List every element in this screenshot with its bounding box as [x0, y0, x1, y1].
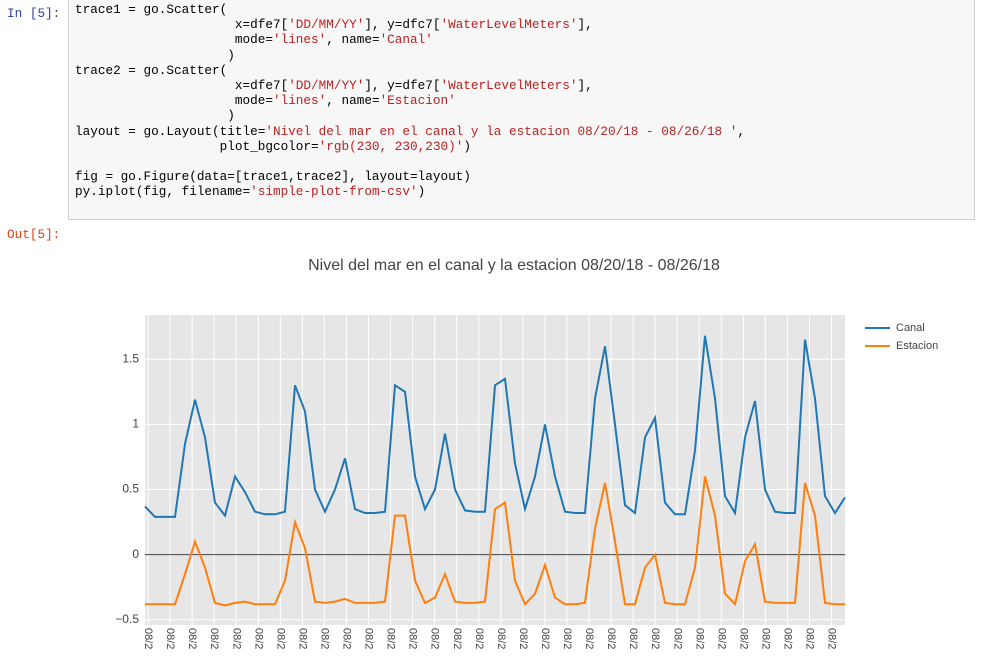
code-line: x=dfe7['DD/MM/YY'], y=dfe7['WaterLevelMe…: [75, 77, 593, 93]
x-tick-label: 08/2: [605, 628, 617, 649]
code-line: plot_bgcolor='rgb(230, 230,230)'): [75, 138, 471, 154]
x-tick-label: 08/2: [627, 628, 639, 649]
code-line: trace1 = go.Scatter(: [75, 2, 228, 17]
code-line: x=dfe7['DD/MM/YY'], y=dfc7['WaterLevelMe…: [75, 17, 593, 33]
code-line: fig = go.Figure(data=[trace1,trace2], la…: [75, 169, 471, 185]
legend-label: Estacion: [896, 340, 938, 352]
x-tick-label: 08/2: [804, 628, 816, 649]
x-tick-label: 08/2: [649, 628, 661, 649]
x-tick-label: 08/2: [759, 628, 771, 649]
code-line: ): [75, 47, 235, 63]
x-tick-label: 08/2: [252, 628, 264, 649]
x-tick-label: 08/2: [583, 628, 595, 649]
series-line: [145, 476, 845, 607]
x-tick-label: 08/2: [318, 628, 330, 649]
y-tick-label: 1.5: [122, 351, 139, 365]
plot-area: [145, 315, 845, 625]
out-prompt: Out[5]:: [7, 227, 61, 242]
code-line: layout = go.Layout(title='Nivel del mar …: [75, 123, 746, 139]
x-tick-label: 08/2: [826, 628, 838, 649]
x-tick-label: 08/2: [693, 628, 705, 649]
code-cell[interactable]: trace1 = go.Scatter( x=dfe7['DD/MM/YY'],…: [68, 0, 975, 220]
x-tick-label: 08/2: [296, 628, 308, 649]
x-tick-label: 08/2: [671, 628, 683, 649]
x-tick-label: 08/2: [782, 628, 794, 649]
y-tick-label: 0.5: [122, 482, 139, 496]
code-line: mode='lines', name='Canal': [75, 32, 433, 48]
legend-label: Canal: [896, 322, 925, 334]
code-line: ): [75, 108, 235, 124]
x-tick-label: 08/2: [230, 628, 242, 649]
x-tick-label: 08/2: [495, 628, 507, 649]
x-tick-label: 08/2: [208, 628, 220, 649]
x-tick-label: 08/2: [517, 628, 529, 649]
x-tick-label: 08/2: [451, 628, 463, 649]
x-tick-label: 08/2: [715, 628, 727, 649]
chart-title: Nivel del mar en el canal y la estacion …: [308, 257, 720, 274]
x-tick-label: 08/2: [385, 628, 397, 649]
x-tick-label: 08/2: [142, 628, 154, 649]
x-tick-label: 08/2: [737, 628, 749, 649]
in-prompt: In [5]:: [7, 6, 61, 21]
x-tick-label: 08/2: [274, 628, 286, 649]
x-tick-label: 08/2: [407, 628, 419, 649]
y-tick-label: 1: [132, 417, 139, 431]
x-tick-label: 08/2: [561, 628, 573, 649]
code-line: trace2 = go.Scatter(: [75, 62, 228, 78]
x-tick-label: 08/2: [186, 628, 198, 649]
x-tick-label: 08/2: [429, 628, 441, 649]
y-tick-label: 0: [132, 547, 139, 561]
y-tick-label: −0.5: [115, 612, 139, 626]
x-tick-label: 08/2: [341, 628, 353, 649]
x-tick-label: 08/2: [363, 628, 375, 649]
x-tick-label: 08/2: [539, 628, 551, 649]
code-line: mode='lines', name='Estacion': [75, 93, 456, 109]
x-tick-label: 08/2: [473, 628, 485, 649]
code-line: py.iplot(fig, filename='simple-plot-from…: [75, 184, 426, 200]
series-line: [144, 335, 846, 518]
x-tick-label: 08/2: [164, 628, 176, 649]
